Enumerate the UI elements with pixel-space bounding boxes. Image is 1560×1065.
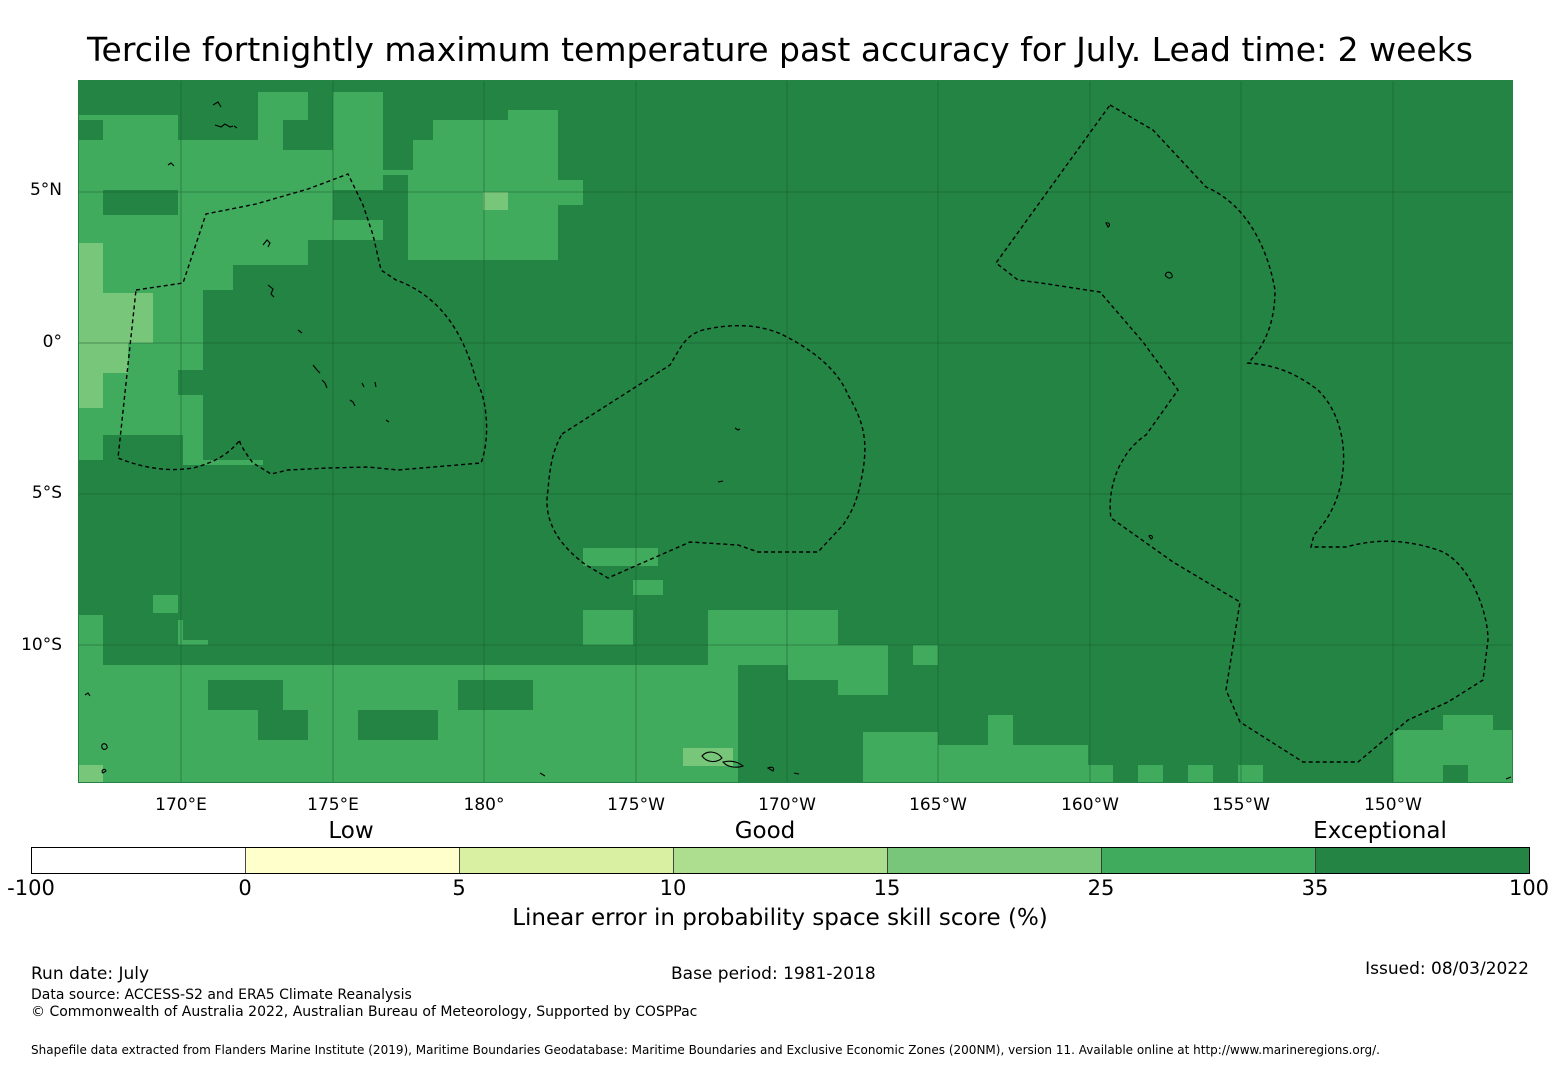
legend-tick: 10: [659, 876, 687, 900]
issued-date: Issued: 08/03/2022: [1365, 959, 1529, 979]
lon-label-175w: 175°W: [607, 795, 665, 815]
lat-label-5n: 5°N: [29, 180, 62, 200]
copyright: © Commonwealth of Australia 2022, Austra…: [31, 1004, 698, 1020]
legend-tick: 5: [452, 876, 466, 900]
eez-tokelau-samoa: [546, 325, 866, 579]
legend-category-good: Good: [734, 818, 796, 844]
lon-label-165w: 165°W: [909, 795, 967, 815]
lon-label-175e: 175°E: [307, 795, 359, 815]
base-period: Base period: 1981-2018: [671, 964, 876, 984]
lon-label-170e: 170°E: [155, 795, 207, 815]
map-title: Tercile fortnightly maximum temperature …: [87, 30, 1473, 69]
islands: [84, 101, 1512, 780]
graticule: [78, 80, 1513, 783]
colorbar-label: Linear error in probability space skill …: [512, 905, 1048, 931]
colorbar-segment: [1101, 847, 1316, 874]
data-source: Data source: ACCESS-S2 and ERA5 Climate …: [31, 987, 412, 1003]
legend-tick: 25: [1087, 876, 1115, 900]
run-date: Run date: July: [31, 964, 150, 984]
lon-label-180: 180°: [463, 795, 505, 815]
legend-tick: 100: [1508, 876, 1550, 900]
lat-label-10s: 10°S: [21, 635, 62, 655]
colorbar-segment: [459, 847, 674, 874]
legend-category-exceptional: Exceptional: [1313, 818, 1447, 844]
skill-patches-15-25: [78, 192, 733, 783]
eez-boundaries: [117, 104, 1489, 763]
colorbar-segment: [1315, 847, 1530, 874]
legend-category-low: Low: [328, 818, 374, 844]
colorbar-segment: [673, 847, 888, 874]
skill-score-map: [78, 80, 1513, 783]
lon-label-170w: 170°W: [758, 795, 816, 815]
colorbar-segment: [245, 847, 460, 874]
legend-tick: 15: [873, 876, 901, 900]
lon-label-155w: 155°W: [1212, 795, 1270, 815]
legend-tick: 0: [238, 876, 252, 900]
legend-tick: -100: [7, 876, 55, 900]
colorbar-segment: [887, 847, 1102, 874]
colorbar-segment: [31, 847, 246, 874]
lat-label-5s: 5°S: [31, 483, 62, 503]
eez-kiribati-line: [995, 104, 1489, 763]
colorbar: [31, 847, 1530, 874]
lat-label-0: 0°: [42, 332, 62, 352]
skill-patches-35-100: [78, 120, 1468, 783]
legend-tick: 35: [1301, 876, 1329, 900]
shapefile-credit: Shapefile data extracted from Flanders M…: [31, 1043, 1380, 1057]
lon-label-150w: 150°W: [1364, 795, 1422, 815]
lon-label-160w: 160°W: [1061, 795, 1119, 815]
